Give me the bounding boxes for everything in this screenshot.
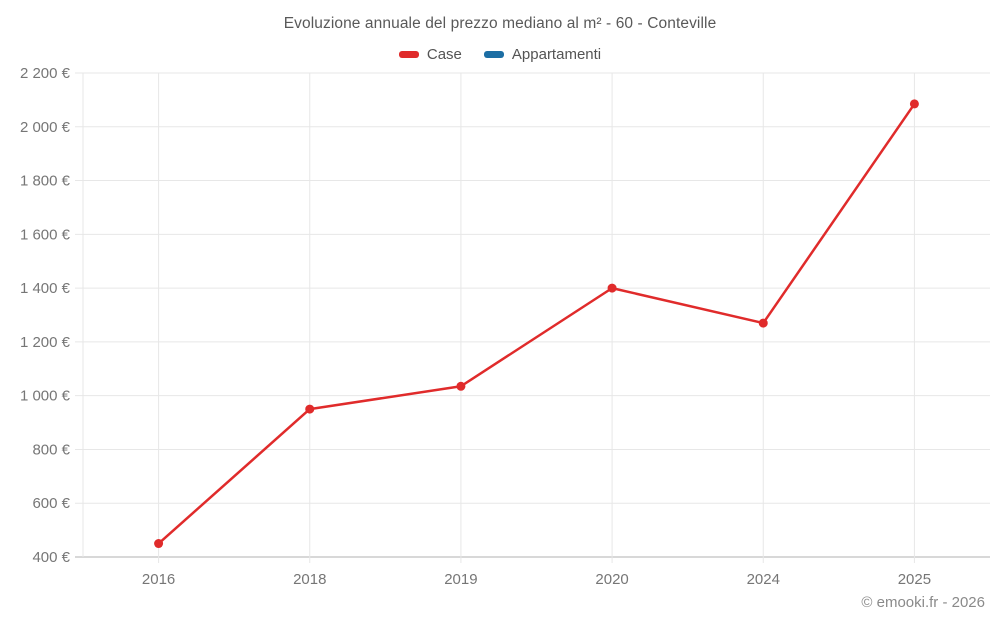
- y-tick-label: 600 €: [32, 495, 70, 512]
- copyright-credit: © emooki.fr - 2026: [861, 594, 985, 611]
- appartamenti-series-swatch-icon: [483, 51, 504, 58]
- data-point-case: [909, 99, 919, 109]
- y-tick-label: 2 200 €: [20, 65, 71, 82]
- y-tick-label: 1 600 €: [20, 226, 71, 243]
- case-series-swatch-icon: [398, 51, 419, 58]
- data-point-case: [758, 318, 768, 328]
- legend-label-case: Case: [426, 46, 462, 63]
- y-tick-label: 400 €: [32, 549, 70, 566]
- series-line-case: [157, 102, 916, 545]
- x-tick-label: 2020: [595, 571, 628, 588]
- y-tick-label: 2 000 €: [20, 119, 71, 136]
- x-tick-label: 2016: [142, 571, 175, 588]
- data-point-case: [607, 283, 617, 293]
- x-tick-label: 2024: [747, 571, 780, 588]
- legend-item-appartamenti[interactable]: Appartamenti: [483, 46, 602, 63]
- x-tick-label: 2018: [293, 571, 326, 588]
- data-point-case: [456, 381, 466, 391]
- chart-legend: Case Appartamenti: [0, 46, 1000, 63]
- data-point-case: [305, 404, 315, 414]
- legend-label-appartamenti: Appartamenti: [511, 46, 602, 63]
- legend-item-case[interactable]: Case: [398, 46, 462, 63]
- x-tick-label: 2019: [444, 571, 477, 588]
- y-tick-label: 1 000 €: [20, 388, 71, 405]
- y-tick-label: 800 €: [32, 441, 70, 458]
- chart-title: Evoluzione annuale del prezzo mediano al…: [283, 15, 717, 32]
- y-tick-label: 1 400 €: [20, 280, 71, 297]
- data-point-case: [154, 539, 164, 549]
- y-tick-label: 1 200 €: [20, 334, 71, 351]
- x-tick-label: 2025: [898, 571, 931, 588]
- y-tick-label: 1 800 €: [20, 173, 71, 190]
